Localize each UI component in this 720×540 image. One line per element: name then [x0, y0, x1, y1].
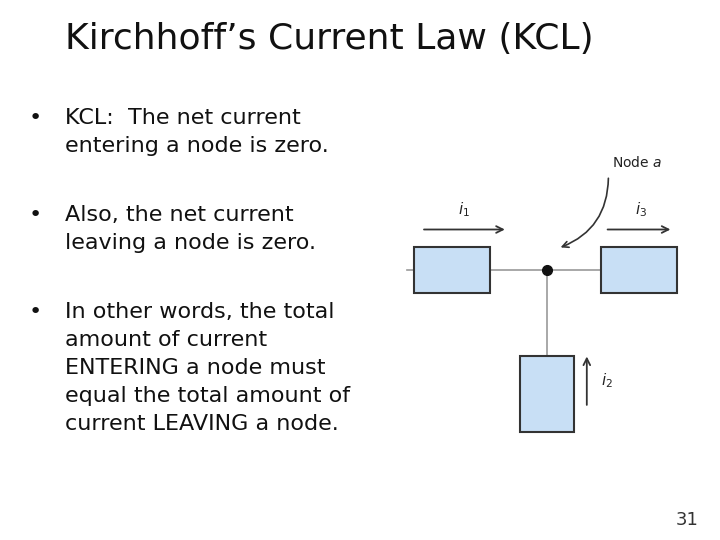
Bar	[601, 247, 677, 293]
Text: $i_1$: $i_1$	[459, 200, 470, 219]
Text: $i_2$: $i_2$	[601, 372, 613, 390]
Bar	[521, 356, 575, 432]
Text: Also, the net current
leaving a node is zero.: Also, the net current leaving a node is …	[65, 205, 316, 253]
Text: KCL:  The net current
entering a node is zero.: KCL: The net current entering a node is …	[65, 108, 328, 156]
Bar	[414, 247, 490, 293]
Text: 31: 31	[675, 511, 698, 529]
Text: •: •	[29, 205, 42, 225]
Text: •: •	[29, 108, 42, 128]
Text: $i_3$: $i_3$	[635, 200, 647, 219]
Text: Node $a$: Node $a$	[612, 155, 662, 170]
Text: Kirchhoff’s Current Law (KCL): Kirchhoff’s Current Law (KCL)	[65, 22, 593, 56]
Text: In other words, the total
amount of current
ENTERING a node must
equal the total: In other words, the total amount of curr…	[65, 302, 350, 434]
Text: •: •	[29, 302, 42, 322]
